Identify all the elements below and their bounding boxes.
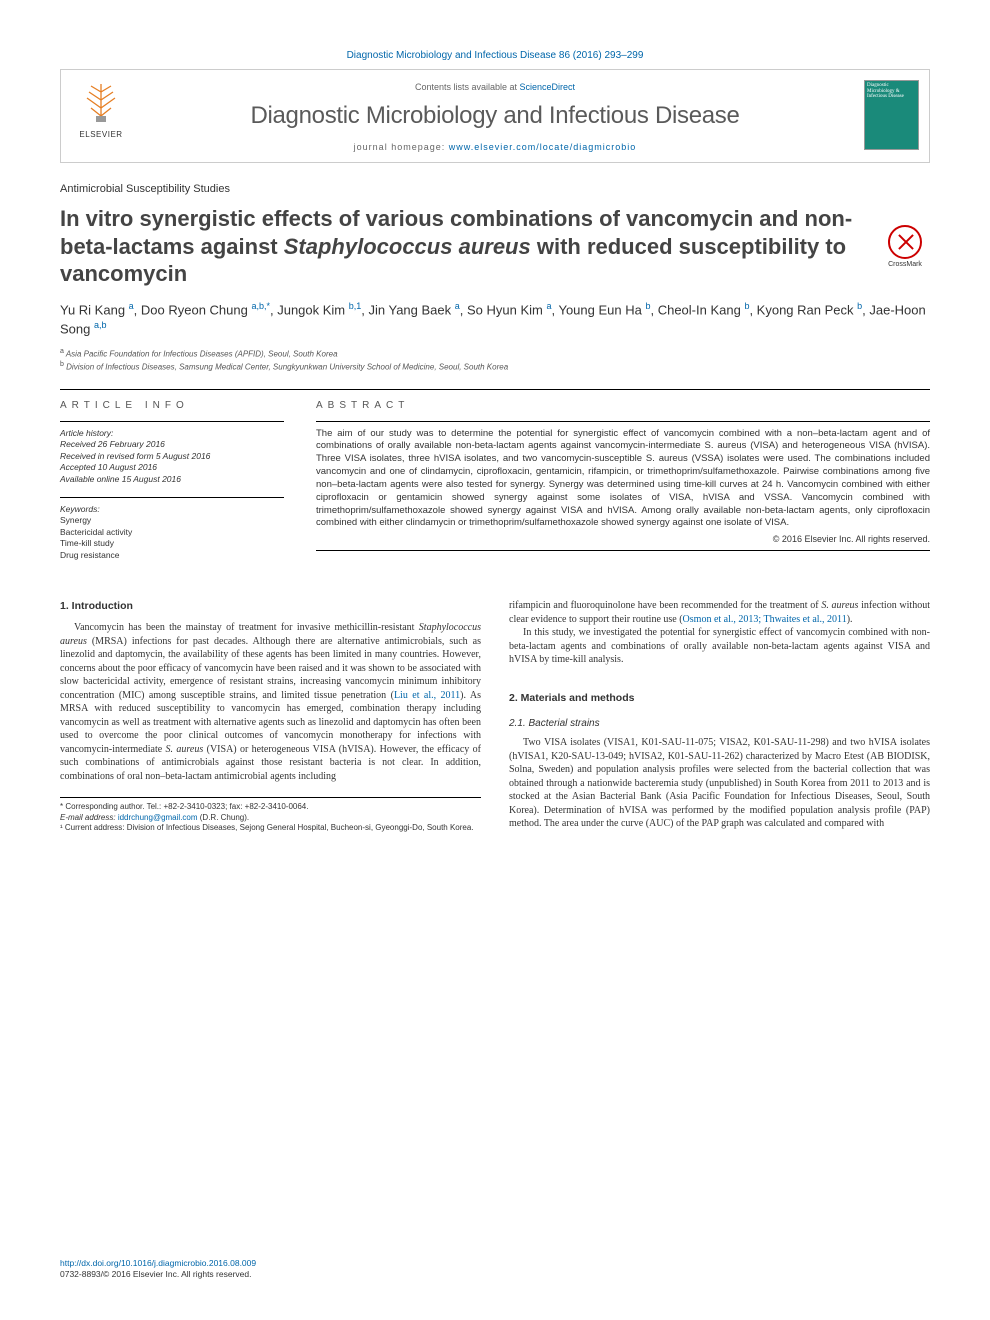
keyword-2: Time-kill study [60,538,284,549]
email-line: E-mail address: iddrchung@gmail.com (D.R… [60,813,481,823]
keywords-block: Keywords: Synergy Bactericidal activity … [60,497,284,561]
intro-p1-species2: S. aureus [166,744,204,755]
strains-paragraph: Two VISA isolates (VISA1, K01-SAU-11-075… [509,736,930,831]
aff-sup-a: a [60,348,64,355]
author-list: Yu Ri Kang a, Doo Ryeon Chung a,b,*, Jun… [60,300,930,339]
col2-cite[interactable]: Osmon et al., 2013; Thwaites et al., 201… [683,614,847,625]
affiliation-a: a Asia Pacific Foundation for Infectious… [60,347,930,360]
crossmark-label: CrossMark [880,261,930,268]
crossmark-icon [888,225,922,259]
email-label: E-mail address: [60,813,116,822]
journal-cover-thumbnail[interactable]: Diagnostic Microbiology & Infectious Dis… [864,80,919,150]
history-accepted: Accepted 10 August 2016 [60,462,284,473]
journal-header: ELSEVIER Diagnostic Microbiology & Infec… [60,69,930,163]
footer-bar: http://dx.doi.org/10.1016/j.diagmicrobio… [60,1258,256,1280]
abstract-text: The aim of our study was to determine th… [316,421,930,531]
article-info-column: article info Article history: Received 2… [60,390,300,572]
aff-text-a: Asia Pacific Foundation for Infectious D… [66,349,338,358]
copyright-line: © 2016 Elsevier Inc. All rights reserved… [316,534,930,551]
abstract-column: abstract The aim of our study was to det… [300,390,930,572]
elsevier-tree-icon [71,80,131,130]
aff-sup-b: b [60,361,64,368]
col2-p1-pre: rifampicin and fluoroquinolone have been… [509,600,821,611]
strains-subheading: 2.1. Bacterial strains [509,717,930,731]
article-title: In vitro synergistic effects of various … [60,205,930,288]
affiliations: a Asia Pacific Foundation for Infectious… [60,347,930,373]
section-label: Antimicrobial Susceptibility Studies [60,183,930,195]
affiliation-b: b Division of Infectious Diseases, Samsu… [60,360,930,373]
history-label: Article history: [60,428,284,439]
info-heading: article info [60,400,284,411]
intro-p1-pre: Vancomycin has been the mainstay of trea… [74,622,419,633]
journal-name: Diagnostic Microbiology and Infectious D… [151,102,839,130]
elsevier-label: ELSEVIER [71,130,131,139]
intro-paragraph-1: Vancomycin has been the mainstay of trea… [60,621,481,783]
aff-text-b: Division of Infectious Diseases, Samsung… [66,362,508,371]
keyword-1: Bactericidal activity [60,527,284,538]
article-history: Article history: Received 26 February 20… [60,421,284,485]
top-citation-link[interactable]: Diagnostic Microbiology and Infectious D… [60,50,930,61]
keyword-0: Synergy [60,515,284,526]
corresponding-author-note: * Corresponding author. Tel.: +82-2-3410… [60,802,481,812]
col2-p1-species: S. aureus [821,600,858,611]
intro-cite-liu[interactable]: Liu et al., 2011 [394,690,460,701]
info-abstract-row: article info Article history: Received 2… [60,389,930,572]
col2-paragraph-2: In this study, we investigated the poten… [509,626,930,667]
keyword-3: Drug resistance [60,550,284,561]
history-online: Available online 15 August 2016 [60,474,284,485]
crossmark-badge[interactable]: CrossMark [880,225,930,268]
body-col-right: rifampicin and fluoroquinolone have been… [509,599,930,833]
history-received: Received 26 February 2016 [60,439,284,450]
elsevier-logo[interactable]: ELSEVIER [71,80,131,150]
col2-continuation: rifampicin and fluoroquinolone have been… [509,599,930,626]
intro-heading: 1. Introduction [60,599,481,613]
journal-homepage-link[interactable]: www.elsevier.com/locate/diagmicrobio [449,142,637,152]
doi-link[interactable]: http://dx.doi.org/10.1016/j.diagmicrobio… [60,1258,256,1268]
abstract-heading: abstract [316,400,930,411]
body-col-left: 1. Introduction Vancomycin has been the … [60,599,481,833]
contents-prefix: Contents lists available at [415,82,520,92]
issn-copyright: 0732-8893/© 2016 Elsevier Inc. All right… [60,1269,251,1279]
body-columns: 1. Introduction Vancomycin has been the … [60,599,930,833]
sciencedirect-link[interactable]: ScienceDirect [520,82,576,92]
email-link[interactable]: iddrchung@gmail.com [118,813,198,822]
title-species: Staphylococcus aureus [284,234,531,259]
footnote-1: ¹ Current address: Division of Infectiou… [60,823,481,833]
email-who: (D.R. Chung). [200,813,249,822]
homepage-prefix: journal homepage: [354,142,449,152]
contents-line: Contents lists available at ScienceDirec… [151,82,839,92]
methods-heading: 2. Materials and methods [509,691,930,705]
col2-p1-post: ). [847,614,853,625]
journal-homepage-line: journal homepage: www.elsevier.com/locat… [151,142,839,152]
keywords-label: Keywords: [60,504,284,515]
footnotes: * Corresponding author. Tel.: +82-2-3410… [60,797,481,833]
history-revised: Received in revised form 5 August 2016 [60,451,284,462]
